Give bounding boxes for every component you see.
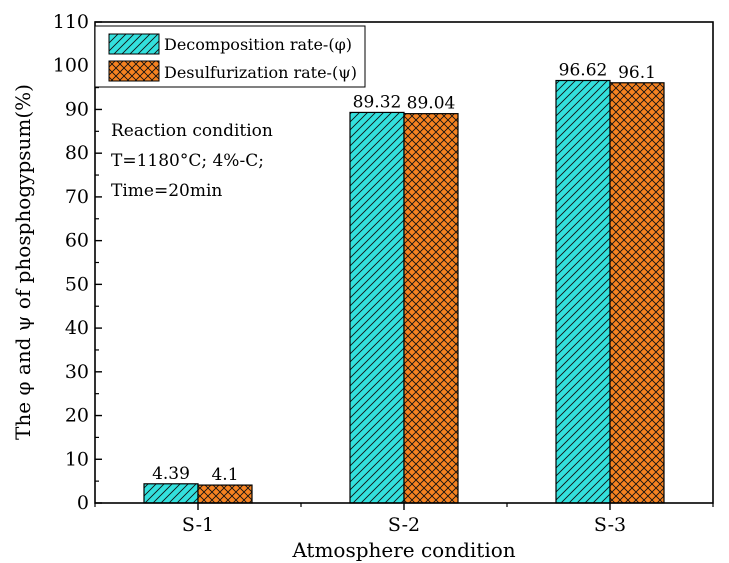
bar-series1-s-3 (555, 79, 611, 504)
legend-swatch-desulfurization (108, 60, 160, 82)
legend-label-decomposition: Decomposition rate-(φ) (164, 35, 352, 54)
y-axis-title: The φ and ψ of phosphogypsum(%) (11, 84, 35, 440)
annotation-line-2: T=1180°C; 4%-C; (111, 151, 264, 171)
x-tick-label: S-1 (182, 514, 214, 536)
y-tick-label: 40 (65, 317, 89, 339)
y-tick-label: 100 (53, 55, 89, 77)
legend: Decomposition rate-(φ) Desulfurization r… (94, 25, 366, 88)
bars (143, 79, 665, 504)
plot-frame (94, 21, 714, 504)
annotation-line-3: Time=20min (111, 181, 222, 201)
y-tick-label: 20 (65, 405, 89, 427)
bar-series2-s-1 (197, 484, 253, 504)
x-tick-label: S-2 (388, 514, 420, 536)
y-tick-label: 80 (65, 142, 89, 164)
data-labels: 4.39 4.1 89.32 89.04 96.62 96.1 (152, 61, 656, 486)
y-tick-label: 0 (77, 492, 89, 514)
annotation-line-1: Reaction condition (111, 121, 273, 141)
bar-series2-s-3 (609, 82, 665, 504)
data-label: 96.1 (618, 63, 656, 83)
y-tick-label: 110 (53, 11, 89, 33)
x-axis-ticks: S-1 S-2 S-3 (94, 503, 714, 536)
data-label: 89.04 (407, 94, 456, 114)
y-tick-label: 90 (65, 98, 89, 120)
bar-series1-s-1 (143, 483, 199, 504)
annotation-box: Reaction condition T=1180°C; 4%-C; Time=… (111, 121, 273, 201)
legend-swatch-decomposition (108, 33, 160, 55)
data-label: 89.32 (353, 92, 402, 112)
bar-series1-s-2 (349, 111, 405, 504)
legend-label-desulfurization: Desulfurization rate-(ψ) (164, 63, 357, 82)
y-tick-label: 10 (65, 448, 89, 470)
bar-series2-s-2 (403, 113, 459, 504)
data-label: 4.39 (152, 464, 190, 484)
y-tick-label: 30 (65, 361, 89, 383)
data-label: 4.1 (211, 465, 238, 485)
x-axis-title: Atmosphere condition (291, 538, 515, 562)
y-axis-ticks: 0 10 20 30 40 50 60 70 80 90 100 110 (53, 11, 102, 514)
data-label: 96.62 (559, 61, 608, 81)
y-tick-label: 50 (65, 273, 89, 295)
x-tick-label: S-3 (594, 514, 626, 536)
y-tick-label: 60 (65, 230, 89, 252)
y-tick-label: 70 (65, 186, 89, 208)
